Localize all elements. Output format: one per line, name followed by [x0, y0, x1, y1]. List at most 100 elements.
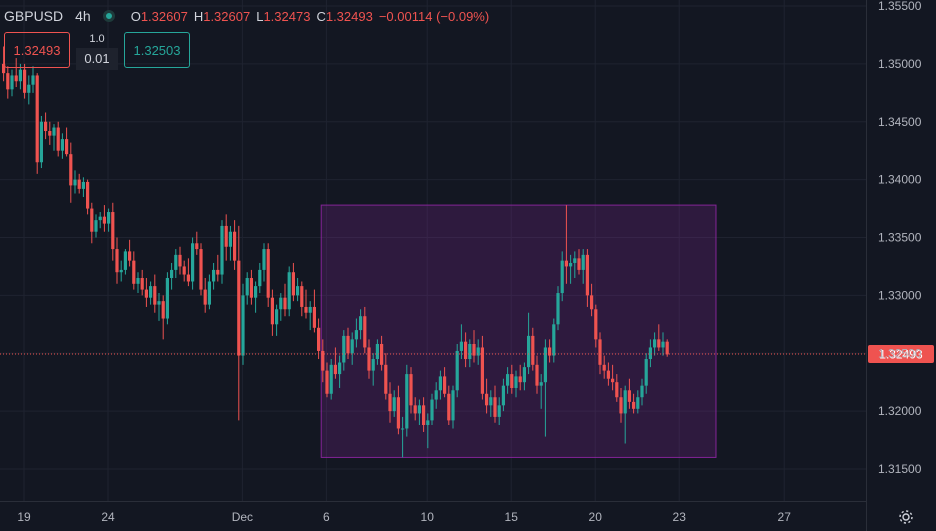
candle-body: [77, 179, 81, 189]
candle: [90, 202, 94, 244]
candle-body: [254, 286, 258, 298]
interval-label[interactable]: 4h: [75, 8, 91, 24]
candle-body: [300, 286, 304, 307]
candle-body: [527, 335, 531, 368]
candle: [476, 339, 480, 365]
candle-body: [10, 75, 14, 90]
candle-body: [489, 397, 493, 406]
ohlc-low: L1.32473: [256, 8, 311, 24]
candle: [69, 142, 73, 203]
candle: [506, 367, 510, 394]
candle-body: [644, 359, 648, 386]
quantity-control[interactable]: 1.0 0.01: [76, 32, 118, 70]
candle: [182, 260, 186, 282]
candle: [266, 243, 270, 307]
price-tick-label: 1.35000: [878, 57, 922, 71]
candle: [207, 274, 211, 310]
candle-body: [350, 339, 354, 354]
buy-button[interactable]: 1.32503: [124, 32, 190, 68]
candle-body: [648, 347, 652, 360]
candle: [653, 332, 657, 356]
candle: [581, 249, 585, 284]
candle-body: [438, 376, 442, 391]
quantity-input[interactable]: 0.01: [76, 48, 118, 70]
candle: [573, 251, 577, 279]
candle-body: [18, 69, 22, 82]
candle-body: [329, 364, 333, 394]
candle-body: [161, 301, 165, 319]
candle-body: [392, 397, 396, 412]
candle: [501, 378, 505, 412]
candle: [585, 249, 589, 307]
candle: [119, 260, 123, 282]
time-tick-label: 6: [323, 510, 330, 524]
candle-body: [245, 278, 249, 296]
candle: [56, 121, 60, 157]
candle-body: [98, 216, 102, 221]
candle: [312, 289, 316, 333]
candle-body: [401, 428, 405, 430]
candle: [144, 278, 148, 307]
candle: [594, 304, 598, 348]
candle: [451, 385, 455, 429]
candle: [401, 416, 405, 458]
candle-body: [186, 274, 190, 282]
settings-gear-icon[interactable]: [898, 509, 914, 525]
trade-panel: 1.32493 1.0 0.01 1.32503: [4, 32, 190, 70]
candle-body: [90, 208, 94, 232]
candle: [455, 343, 459, 398]
candle-body: [48, 131, 52, 136]
candle-body: [149, 286, 153, 298]
candle-body: [14, 75, 18, 82]
candle: [186, 258, 190, 287]
candle-body: [342, 335, 346, 363]
candle-body: [39, 121, 43, 163]
time-tick-label: 19: [17, 510, 31, 524]
candle-body: [535, 364, 539, 386]
candle: [291, 262, 295, 302]
candle: [363, 306, 367, 354]
candle: [342, 330, 346, 371]
price-tick-label: 1.31500: [878, 462, 922, 476]
candle-body: [333, 364, 337, 375]
candle: [388, 382, 392, 423]
candle-body: [81, 181, 85, 189]
time-axis: 19 24 Dec 6 10 15 20 23 27: [17, 510, 791, 524]
candle: [564, 205, 568, 284]
candle: [338, 355, 342, 388]
candle-body: [44, 121, 48, 132]
symbol-legend: GBPUSD 4h O1.32607 H1.32607 L1.32473 C1.…: [4, 4, 495, 28]
candle: [413, 397, 417, 421]
time-tick-label: 27: [778, 510, 792, 524]
candle: [157, 293, 161, 321]
candle-body: [6, 73, 10, 90]
candle-body: [522, 367, 526, 383]
candle-body: [241, 295, 245, 356]
candle-body: [573, 258, 577, 263]
candle-body: [182, 266, 186, 275]
candle: [560, 251, 564, 302]
candle-body: [86, 181, 90, 209]
candle-body: [485, 393, 489, 406]
candle: [329, 359, 333, 400]
candle: [304, 289, 308, 319]
candle-body: [346, 335, 350, 354]
candle-body: [564, 260, 568, 267]
candle: [527, 312, 531, 375]
candle-body: [35, 75, 39, 163]
candle-body: [359, 316, 363, 331]
candle: [661, 332, 665, 356]
candle-body: [220, 225, 224, 275]
candle: [224, 214, 228, 261]
sell-button[interactable]: 1.32493: [4, 32, 70, 68]
candle: [178, 246, 182, 275]
price-tick-label: 1.34000: [878, 173, 922, 187]
candle: [283, 283, 287, 317]
candle-body: [569, 262, 573, 267]
symbol-name[interactable]: GBPUSD: [4, 8, 64, 24]
candle: [350, 332, 354, 365]
candle-body: [426, 420, 430, 426]
candle-body: [262, 249, 266, 270]
candle: [367, 339, 371, 379]
